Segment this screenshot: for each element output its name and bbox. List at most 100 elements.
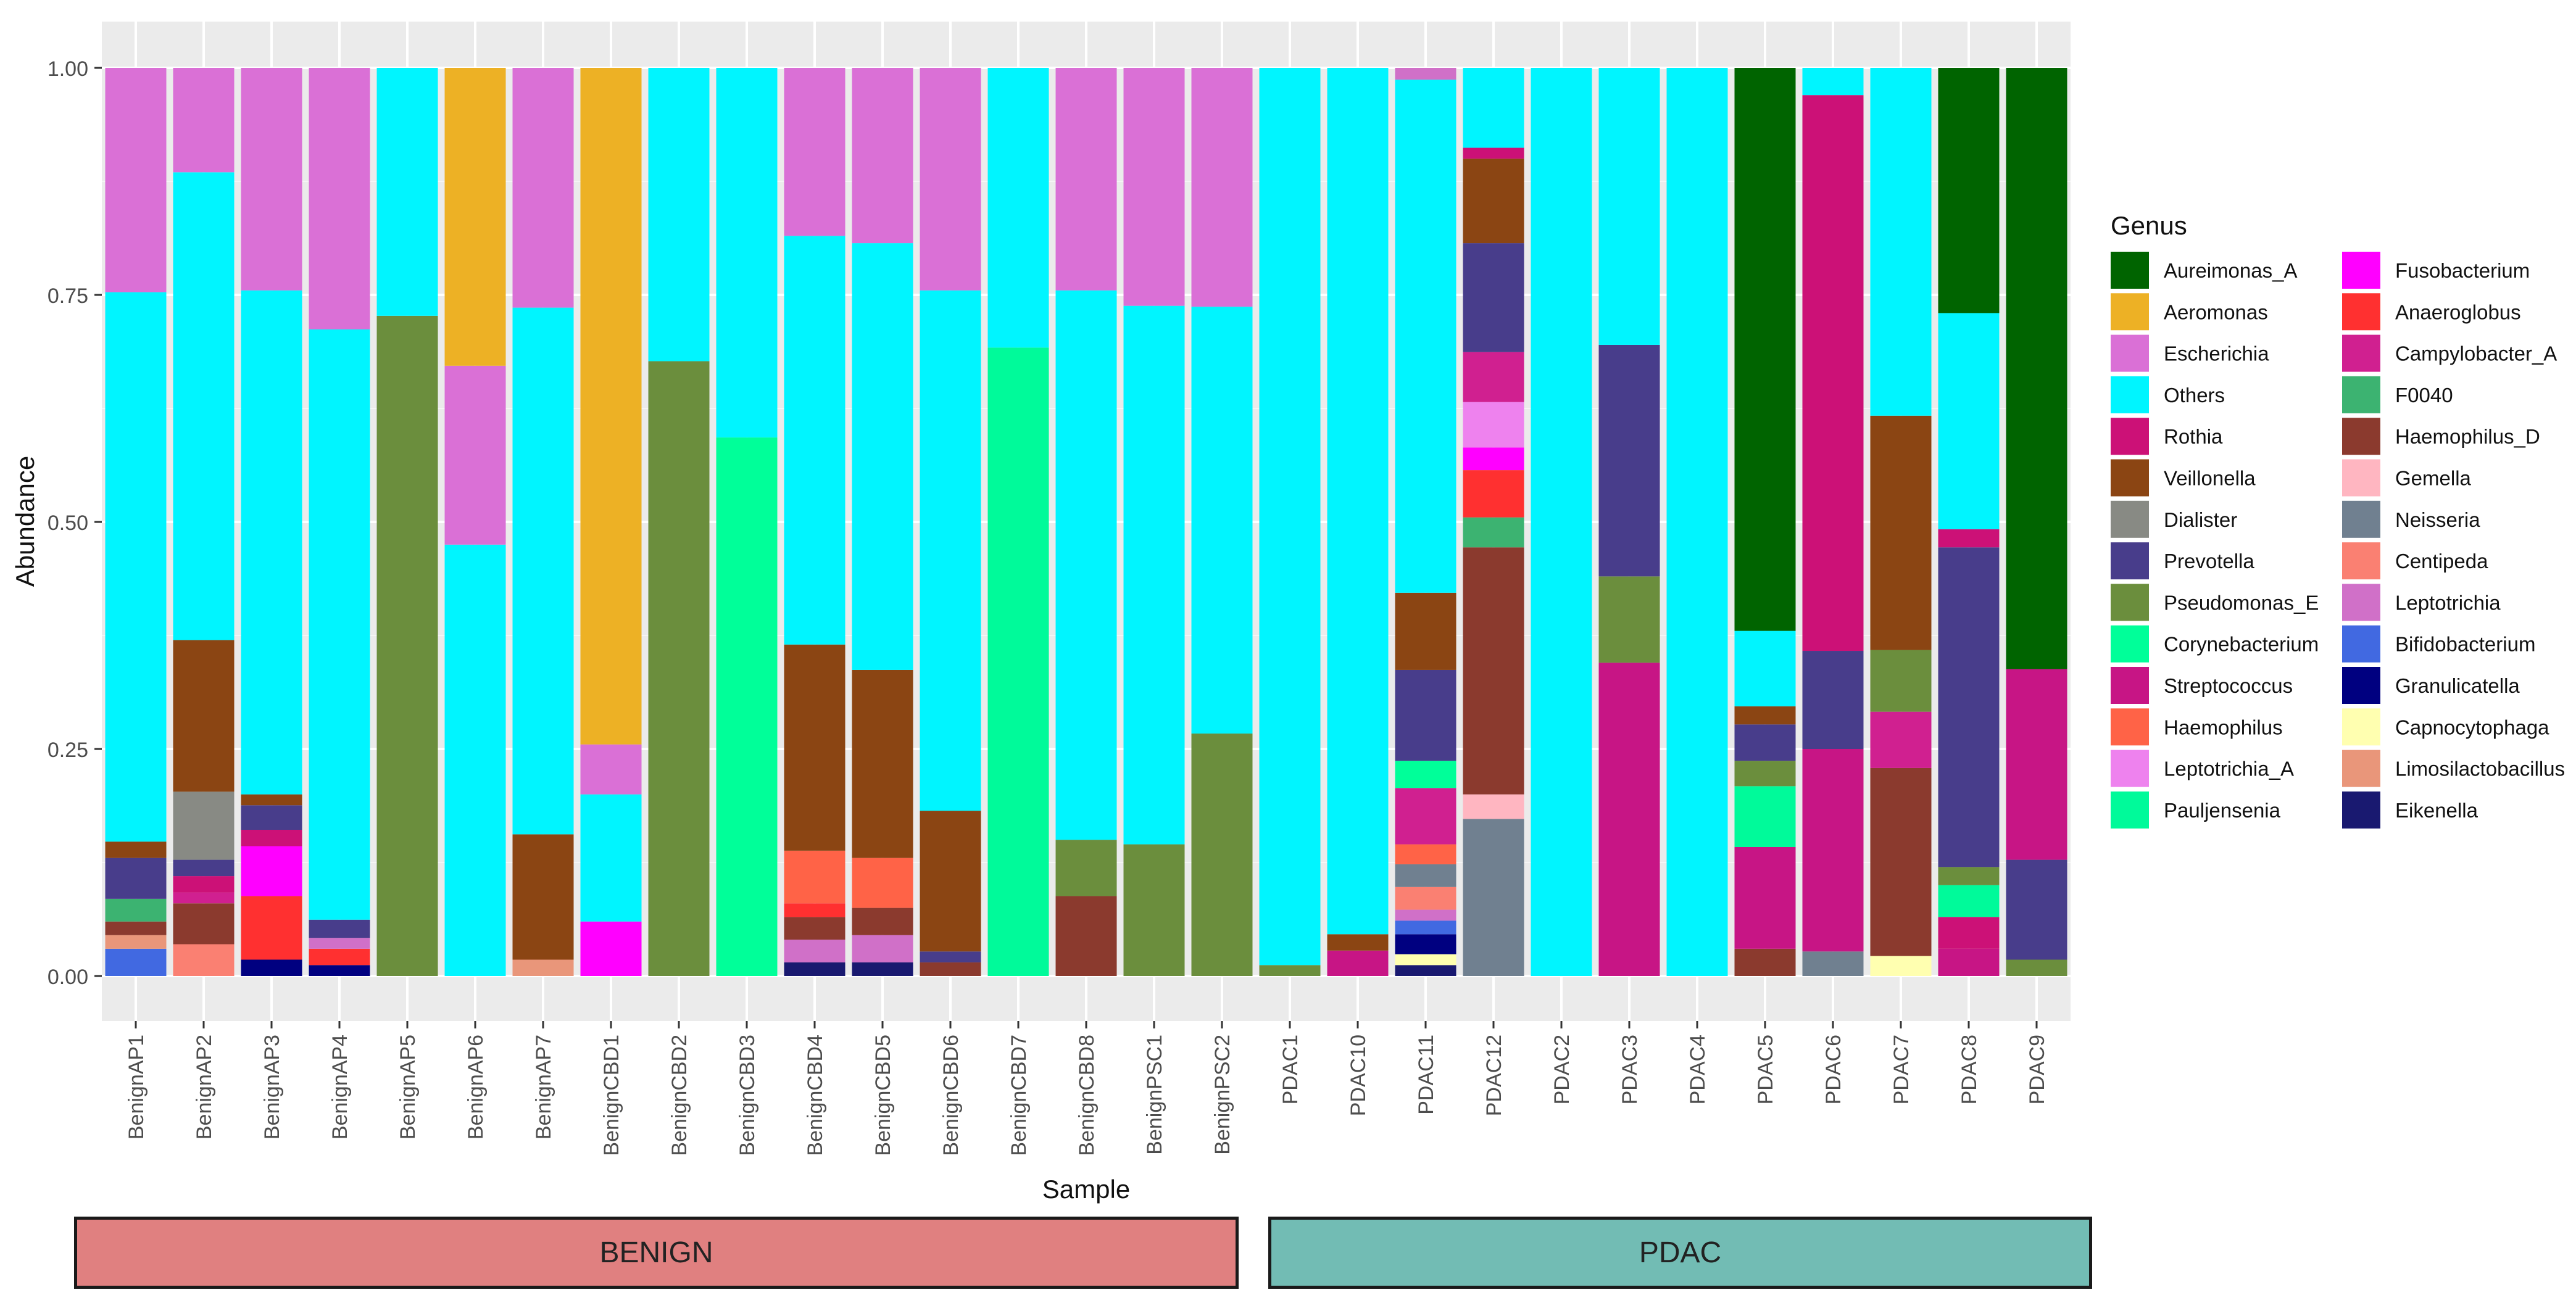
- legend-key-granulicatella: [2342, 667, 2380, 704]
- segment-benignap2-haemophilus-d: [173, 903, 235, 945]
- x-tick-label-pdac10: PDAC10: [1347, 1035, 1370, 1116]
- segment-benigncbd5-others: [852, 243, 913, 670]
- segment-pdac9-pseudomonas-e: [2006, 959, 2067, 976]
- x-tick-label-pdac7: PDAC7: [1890, 1035, 1913, 1104]
- legend-label-eikenella: Eikenella: [2395, 799, 2478, 822]
- segment-pdac6-streptococcus: [1802, 749, 1864, 952]
- legend-label-dialister: Dialister: [2164, 508, 2237, 531]
- segment-pdac12-f0040: [1463, 517, 1524, 548]
- segment-benigncbd8-pseudomonas-e: [1055, 840, 1117, 896]
- legend-item-centipeda: Centipeda: [2342, 542, 2488, 580]
- legend-key-aeromonas: [2111, 293, 2149, 331]
- bar-pdac10: [1327, 68, 1389, 976]
- segment-pdac8-pauljensenia: [1938, 885, 2000, 917]
- legend-key-prevotella: [2111, 542, 2149, 580]
- legend-key-fusobacterium: [2342, 252, 2380, 289]
- segment-benigncbd2-pseudomonas-e: [648, 361, 710, 976]
- segment-benignap3-rothia: [241, 830, 302, 846]
- segment-benigncbd4-anaeroglobus: [784, 903, 846, 917]
- segment-benigncbd6-escherichia: [920, 68, 981, 291]
- legend-title: Genus: [2111, 211, 2187, 240]
- segment-benignap3-escherichia: [241, 68, 302, 291]
- segment-benignpsc2-pseudomonas-e: [1191, 733, 1253, 976]
- segment-pdac5-others: [1734, 631, 1796, 706]
- x-tick-label-pdac1: PDAC1: [1279, 1035, 1302, 1104]
- segment-pdac7-capnocytophaga: [1870, 956, 1932, 976]
- legend-label-f0040: F0040: [2395, 384, 2453, 407]
- legend-item-capnocytophaga: Capnocytophaga: [2342, 708, 2549, 746]
- legend-key-pseudomonas-e: [2111, 584, 2149, 621]
- segment-pdac11-eikenella: [1395, 965, 1456, 976]
- x-tick-label-benignpsc1: BenignPSC1: [1143, 1035, 1166, 1155]
- segment-pdac5-pseudomonas-e: [1734, 761, 1796, 787]
- segment-pdac1-pseudomonas-e: [1259, 965, 1321, 976]
- segment-pdac7-haemophilus-d: [1870, 767, 1932, 956]
- segment-benignap1-limosilactobacillus: [105, 935, 167, 949]
- segment-benigncbd5-veillonella: [852, 669, 913, 858]
- segment-benignap7-veillonella: [512, 834, 574, 960]
- segment-benigncbd6-veillonella: [920, 811, 981, 952]
- segment-pdac11-centipeda: [1395, 887, 1456, 910]
- segment-pdac12-gemella: [1463, 794, 1524, 819]
- legend-key-eikenella: [2342, 791, 2380, 829]
- bar-benigncbd4: [784, 68, 846, 976]
- legend-key-others: [2111, 376, 2149, 413]
- x-tick-label-benignap2: BenignAP2: [193, 1035, 216, 1139]
- segment-benigncbd6-others: [920, 290, 981, 811]
- legend-label-aeromonas: Aeromonas: [2164, 300, 2268, 323]
- segment-benignap2-veillonella: [173, 640, 235, 792]
- legend-item-granulicatella: Granulicatella: [2342, 667, 2520, 704]
- legend-item-neisseria: Neisseria: [2342, 500, 2480, 538]
- legend-key-corynebacterium: [2111, 625, 2149, 663]
- group-label-pdac: PDAC: [1639, 1236, 1722, 1269]
- bar-benigncbd6: [920, 68, 981, 976]
- legend-item-campylobacter-a: Campylobacter_A: [2342, 334, 2557, 372]
- x-tick-label-benignap5: BenignAP5: [396, 1035, 420, 1139]
- segment-pdac12-haemophilus-d: [1463, 547, 1524, 795]
- bar-benigncbd8: [1055, 68, 1117, 976]
- segment-pdac7-campylobacter-a: [1870, 711, 1932, 768]
- segment-pdac6-rothia: [1802, 95, 1864, 651]
- legend-label-granulicatella: Granulicatella: [2395, 674, 2520, 697]
- segment-pdac12-neisseria: [1463, 819, 1524, 976]
- bar-benignap7: [512, 68, 574, 976]
- segment-pdac11-prevotella: [1395, 669, 1456, 761]
- legend-item-f0040: F0040: [2342, 376, 2453, 413]
- segment-pdac3-pseudomonas-e: [1598, 576, 1660, 663]
- segment-pdac11-neisseria: [1395, 864, 1456, 887]
- segment-pdac11-bifidobacterium: [1395, 920, 1456, 935]
- segment-benignap4-escherichia: [309, 68, 370, 329]
- legend-label-prevotella: Prevotella: [2164, 550, 2254, 573]
- segment-benignap2-escherichia: [173, 68, 235, 173]
- x-tick-label-pdac3: PDAC3: [1618, 1035, 1642, 1104]
- group-label-benign: BENIGN: [599, 1236, 713, 1269]
- segment-benigncbd1-escherichia: [580, 744, 642, 795]
- segment-benignap1-bifidobacterium: [105, 948, 167, 976]
- legend-label-neisseria: Neisseria: [2395, 508, 2480, 531]
- segment-pdac5-prevotella: [1734, 724, 1796, 761]
- segment-benignap4-granulicatella: [309, 965, 370, 976]
- bar-benignap2: [173, 68, 235, 976]
- segment-benigncbd3-others: [716, 68, 778, 438]
- segment-benigncbd8-others: [1055, 290, 1117, 840]
- segment-benignap1-haemophilus-d: [105, 921, 167, 935]
- bar-benignap3: [241, 68, 302, 976]
- x-tick-label-benigncbd2: BenignCBD2: [668, 1035, 691, 1156]
- segment-benignap1-escherichia: [105, 68, 167, 292]
- x-tick-label-pdac8: PDAC8: [1958, 1035, 1981, 1104]
- segment-pdac12-fusobacterium: [1463, 447, 1524, 471]
- segment-benigncbd4-veillonella: [784, 644, 846, 851]
- legend-item-limosilactobacillus: Limosilactobacillus: [2342, 750, 2565, 787]
- segment-benigncbd1-fusobacterium: [580, 921, 642, 976]
- legend-key-streptococcus: [2111, 667, 2149, 704]
- segment-pdac12-leptotrichia-a: [1463, 402, 1524, 448]
- bar-pdac12: [1463, 68, 1524, 976]
- segment-pdac11-veillonella: [1395, 592, 1456, 670]
- segment-pdac8-streptococcus: [1938, 948, 2000, 976]
- x-tick-label-pdac6: PDAC6: [1822, 1035, 1845, 1104]
- legend-label-haemophilus: Haemophilus: [2164, 716, 2283, 738]
- segment-pdac6-prevotella: [1802, 651, 1864, 749]
- x-tick-label-benignap6: BenignAP6: [464, 1035, 488, 1139]
- legend-key-rothia: [2111, 418, 2149, 455]
- legend-key-aureimonas-a: [2111, 252, 2149, 289]
